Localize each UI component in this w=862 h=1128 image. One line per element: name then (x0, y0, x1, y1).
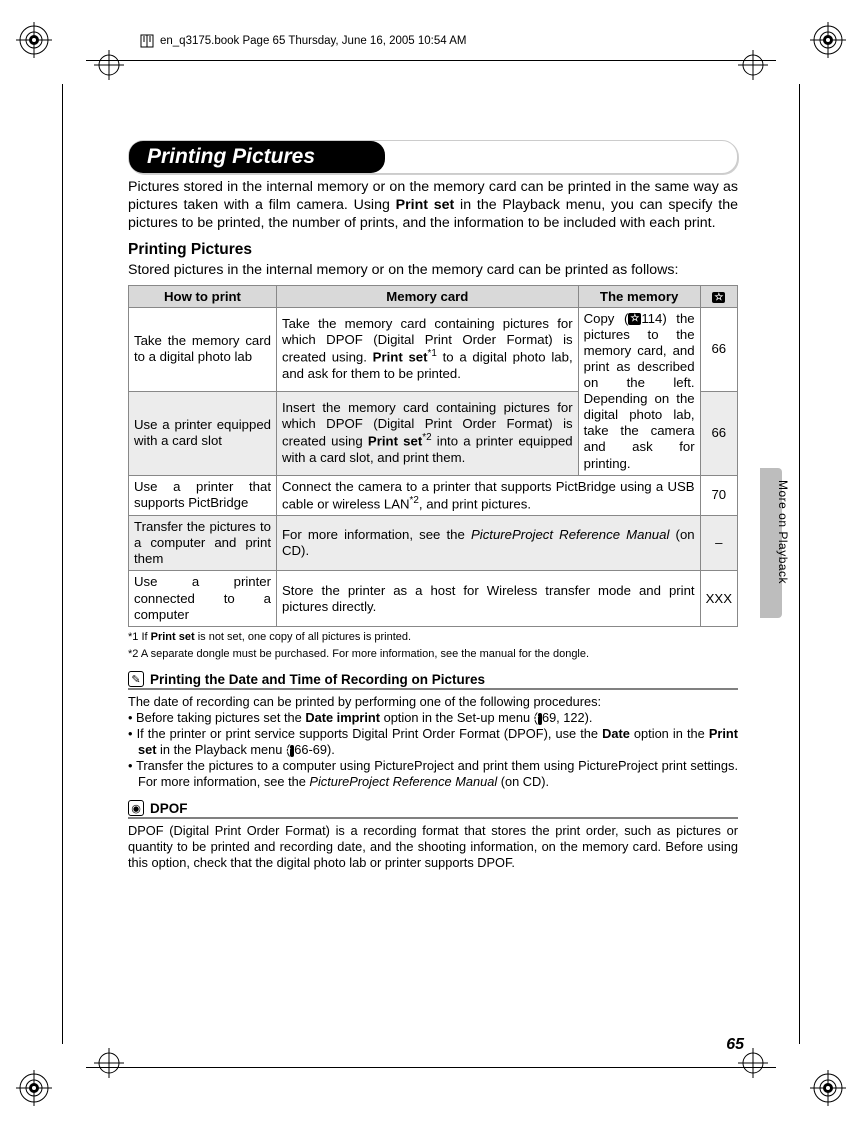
page-number: 65 (726, 1036, 744, 1054)
page-ref-icon: ☆ (712, 292, 725, 303)
section-tab-label: More on Playback (776, 480, 790, 584)
note-block: ◉ DPOF DPOF (Digital Print Order Format)… (128, 800, 738, 871)
intro-paragraph: Pictures stored in the internal memory o… (128, 178, 738, 233)
crop-target-icon (738, 50, 768, 80)
note-title: DPOF (150, 801, 188, 816)
document-header: en_q3175.book Page 65 Thursday, June 16,… (140, 34, 466, 48)
table-cell: Take the memory card containing pictures… (277, 307, 579, 391)
pencil-icon: ✎ (128, 671, 144, 687)
page-content: Printing Pictures Pictures stored in the… (128, 140, 738, 871)
note-body: DPOF (Digital Print Order Format) is a r… (128, 823, 738, 871)
table-cell: For more information, see the PicturePro… (277, 516, 701, 571)
note-block: ✎ Printing the Date and Time of Recordin… (128, 671, 738, 790)
subsection-heading: Printing Pictures (128, 241, 738, 259)
table-cell: Insert the memory card containing pictur… (277, 391, 579, 475)
crop-line (799, 84, 800, 1044)
footnote: *1 If Print set is not set, one copy of … (128, 630, 738, 644)
printing-methods-table: How to print Memory card The memory ☆ Ta… (128, 285, 738, 627)
crop-target-icon (94, 50, 124, 80)
table-cell: – (700, 516, 737, 571)
crop-line (86, 60, 776, 61)
table-header: ☆ (700, 285, 737, 307)
registration-mark-icon (16, 1070, 52, 1106)
footnote: *2 A separate dongle must be purchased. … (128, 647, 738, 661)
table-cell: 70 (700, 475, 737, 516)
crop-target-icon (94, 1048, 124, 1078)
section-title: Printing Pictures (129, 141, 385, 173)
table-cell: XXX (700, 571, 737, 626)
registration-mark-icon (16, 22, 52, 58)
note-title: Printing the Date and Time of Recording … (150, 672, 485, 687)
table-cell: 66 (700, 307, 737, 391)
table-header: Memory card (277, 285, 579, 307)
table-cell: Connect the camera to a printer that sup… (277, 475, 701, 516)
table-cell: Use a printer that supports PictBridge (129, 475, 277, 516)
header-text: en_q3175.book Page 65 Thursday, June 16,… (160, 35, 466, 47)
book-icon (140, 34, 154, 48)
table-cell: Transfer the pictures to a computer and … (129, 516, 277, 571)
table-cell: Use a printer connected to a computer (129, 571, 277, 626)
registration-mark-icon (810, 22, 846, 58)
table-cell: Store the printer as a host for Wireless… (277, 571, 701, 626)
note-body: The date of recording can be printed by … (128, 694, 738, 790)
registration-mark-icon (810, 1070, 846, 1106)
table-cell: Take the memory card to a digital photo … (129, 307, 277, 391)
table-header: How to print (129, 285, 277, 307)
table-cell: Use a printer equipped with a card slot (129, 391, 277, 475)
section-title-bar: Printing Pictures (128, 140, 738, 174)
table-header: The memory (578, 285, 700, 307)
info-icon: ◉ (128, 800, 144, 816)
crop-line (62, 84, 63, 1044)
crop-line (86, 1067, 776, 1068)
table-cell: Copy (☆114) the pictures to the memory c… (578, 307, 700, 475)
table-cell: 66 (700, 391, 737, 475)
subsection-text: Stored pictures in the internal memory o… (128, 261, 738, 279)
